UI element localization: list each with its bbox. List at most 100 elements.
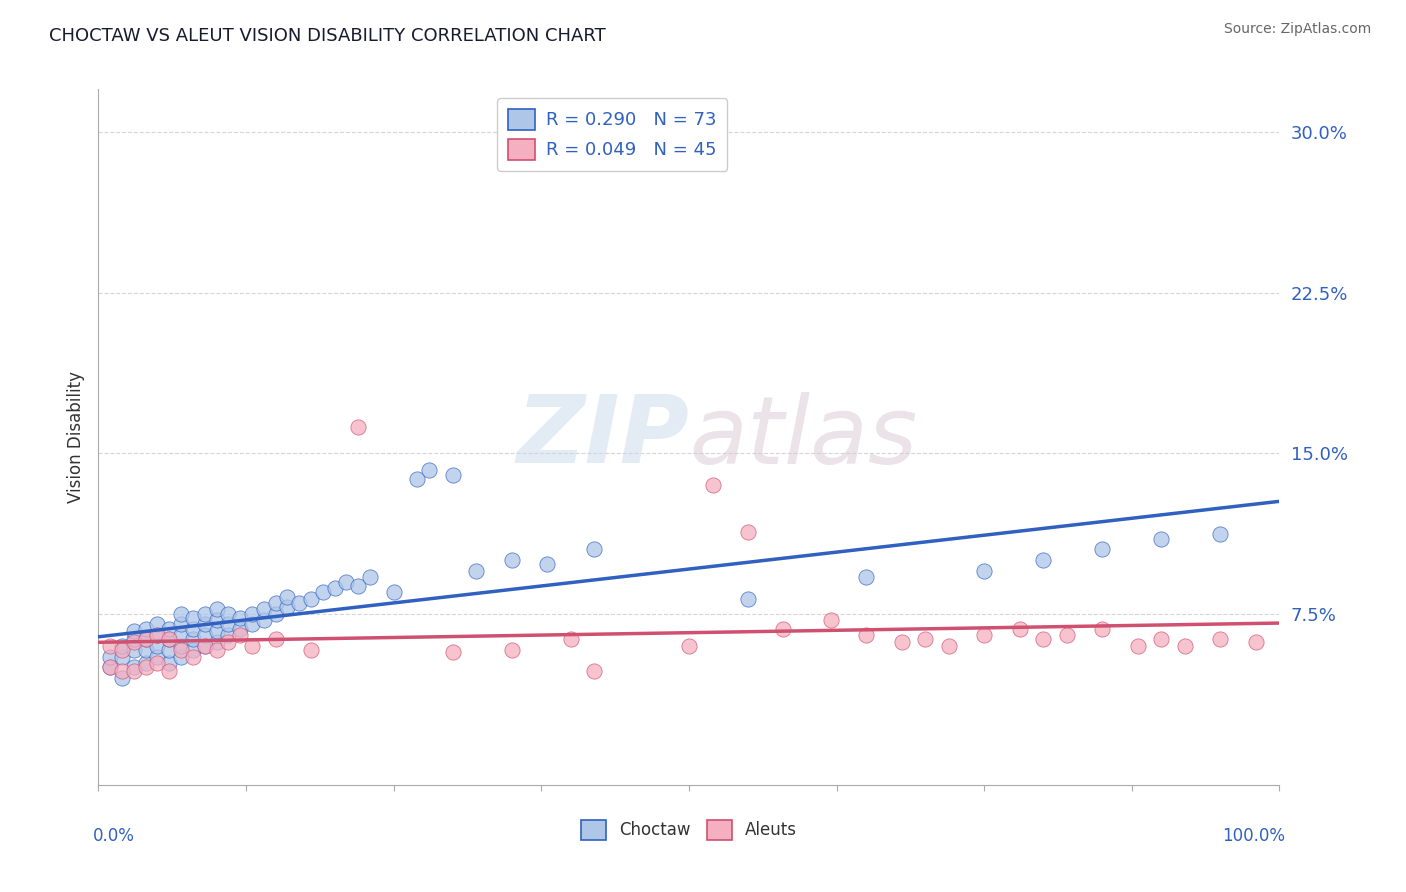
- Point: [229, 611, 252, 625]
- Point: [1244, 634, 1267, 648]
- Point: [820, 613, 842, 627]
- Point: [181, 649, 204, 664]
- Point: [229, 622, 252, 636]
- Text: 0.0%: 0.0%: [93, 827, 135, 845]
- Point: [157, 622, 180, 636]
- Point: [1209, 527, 1232, 541]
- Point: [1008, 622, 1031, 636]
- Point: [240, 607, 263, 621]
- Point: [890, 634, 912, 648]
- Point: [323, 581, 346, 595]
- Point: [194, 639, 217, 653]
- Point: [170, 628, 193, 642]
- Point: [157, 656, 180, 670]
- Point: [98, 660, 121, 674]
- Point: [1174, 639, 1197, 653]
- Point: [146, 656, 169, 670]
- Point: [98, 649, 121, 664]
- Point: [205, 643, 228, 657]
- Point: [170, 643, 193, 657]
- Point: [253, 602, 276, 616]
- Point: [146, 649, 169, 664]
- Point: [276, 590, 298, 604]
- Point: [181, 611, 204, 625]
- Point: [702, 478, 724, 492]
- Point: [347, 579, 370, 593]
- Point: [135, 622, 157, 636]
- Point: [181, 643, 204, 657]
- Point: [1032, 632, 1054, 647]
- Point: [146, 628, 169, 642]
- Point: [264, 607, 287, 621]
- Point: [111, 649, 134, 664]
- Point: [122, 665, 145, 679]
- Point: [181, 622, 204, 636]
- Point: [938, 639, 960, 653]
- Point: [157, 632, 180, 647]
- Text: 100.0%: 100.0%: [1222, 827, 1285, 845]
- Point: [914, 632, 936, 647]
- Point: [111, 671, 134, 685]
- Point: [170, 639, 193, 653]
- Legend: Choctaw, Aleuts: Choctaw, Aleuts: [574, 814, 804, 847]
- Point: [264, 632, 287, 647]
- Point: [135, 660, 157, 674]
- Point: [536, 558, 558, 572]
- Point: [1091, 542, 1114, 557]
- Point: [678, 639, 700, 653]
- Point: [240, 617, 263, 632]
- Text: atlas: atlas: [689, 392, 917, 483]
- Point: [194, 639, 217, 653]
- Point: [170, 649, 193, 664]
- Point: [122, 643, 145, 657]
- Point: [560, 632, 582, 647]
- Point: [98, 639, 121, 653]
- Point: [1150, 532, 1173, 546]
- Point: [335, 574, 357, 589]
- Point: [194, 607, 217, 621]
- Point: [772, 622, 794, 636]
- Point: [111, 643, 134, 657]
- Point: [1056, 628, 1078, 642]
- Point: [855, 570, 877, 584]
- Point: [229, 628, 252, 642]
- Point: [441, 467, 464, 482]
- Point: [1032, 553, 1054, 567]
- Point: [347, 420, 370, 434]
- Point: [737, 591, 759, 606]
- Point: [194, 628, 217, 642]
- Point: [111, 639, 134, 653]
- Point: [253, 613, 276, 627]
- Point: [583, 542, 606, 557]
- Point: [855, 628, 877, 642]
- Point: [205, 624, 228, 638]
- Point: [288, 596, 311, 610]
- Point: [217, 607, 239, 621]
- Point: [418, 463, 440, 477]
- Point: [181, 632, 204, 647]
- Point: [135, 632, 157, 647]
- Point: [312, 585, 335, 599]
- Point: [501, 643, 523, 657]
- Point: [122, 634, 145, 648]
- Point: [217, 634, 239, 648]
- Point: [465, 564, 488, 578]
- Point: [111, 665, 134, 679]
- Point: [240, 639, 263, 653]
- Point: [135, 632, 157, 647]
- Point: [122, 632, 145, 647]
- Point: [135, 656, 157, 670]
- Point: [501, 553, 523, 567]
- Point: [737, 525, 759, 540]
- Point: [1126, 639, 1149, 653]
- Point: [157, 665, 180, 679]
- Point: [299, 643, 322, 657]
- Point: [146, 617, 169, 632]
- Point: [973, 628, 995, 642]
- Point: [973, 564, 995, 578]
- Point: [122, 624, 145, 638]
- Point: [170, 607, 193, 621]
- Point: [146, 628, 169, 642]
- Point: [205, 602, 228, 616]
- Point: [406, 472, 429, 486]
